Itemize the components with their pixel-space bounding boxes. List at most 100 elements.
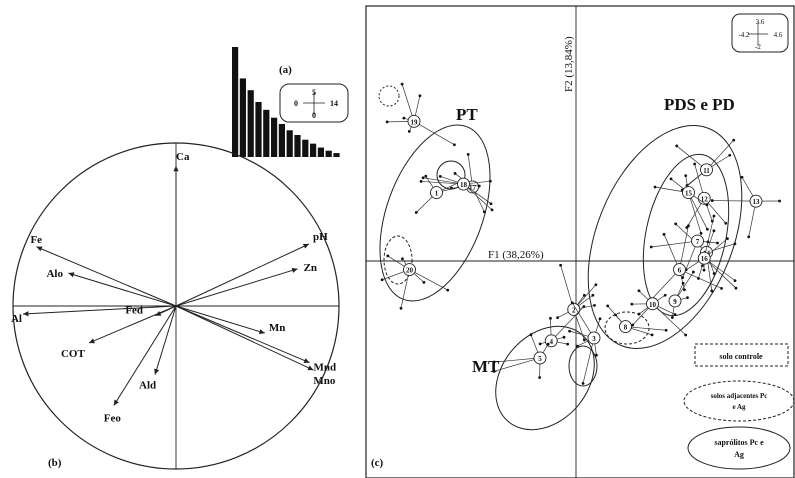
vector-label-ald: Ald	[139, 380, 156, 392]
spoke	[706, 139, 734, 171]
sample-16: 16	[684, 214, 738, 290]
eigen-bar-7	[278, 124, 285, 157]
replicate-point	[733, 279, 737, 283]
replicate-point	[591, 293, 595, 297]
replicate-point	[529, 333, 533, 337]
centroid-marker	[430, 186, 443, 200]
replicate-point	[683, 288, 686, 292]
arrowhead-cot	[88, 338, 95, 344]
eigen-bar-14	[333, 153, 340, 157]
group-label-pds-pd: PDS e PD	[664, 95, 735, 114]
spoke	[679, 225, 689, 270]
panel-b-label: (b)	[48, 457, 62, 469]
sample-8: 8	[606, 304, 668, 337]
replicate-point	[598, 317, 602, 321]
replicate-point	[710, 289, 714, 293]
replicate-point	[546, 342, 550, 346]
vector-label-al: Al	[11, 313, 22, 325]
replicate-point	[606, 304, 610, 308]
replicate-point	[712, 214, 716, 218]
spoke	[413, 121, 455, 146]
replicate-point	[710, 199, 714, 202]
replicate-point	[716, 241, 719, 245]
replicate-point	[650, 333, 654, 337]
sample-13: 13	[710, 175, 781, 239]
vector-label-mnd: Mnd	[314, 362, 337, 374]
replicate-point	[693, 162, 697, 166]
spoke	[649, 269, 680, 302]
eigen-bar-10	[302, 139, 309, 157]
arrowhead-mno	[307, 365, 314, 371]
ellipse-19	[378, 85, 400, 107]
replicate-point	[492, 360, 496, 364]
replicate-point	[740, 175, 744, 179]
spoke	[422, 177, 464, 185]
arrowhead-al	[22, 311, 29, 317]
sample-id-label: 20	[406, 267, 414, 275]
c-scale-left: -4.2	[738, 31, 750, 39]
sample-id-label: 9	[673, 298, 677, 306]
legend-control: solo controle	[719, 352, 763, 361]
sample-10: 10	[630, 289, 688, 337]
eigen-bar-2	[239, 78, 246, 157]
sample-id-label: 12	[701, 195, 709, 203]
spoke	[409, 269, 448, 291]
centroid-marker	[697, 251, 711, 265]
group-ellipses	[378, 85, 743, 431]
arrowhead-feo	[113, 399, 119, 406]
replicate-point	[699, 231, 703, 235]
spoke	[679, 269, 722, 289]
replicate-point	[593, 304, 596, 307]
f2-axis-label: F2 (13,84%)	[563, 36, 575, 92]
replicate-point	[401, 257, 404, 261]
sample-id-label: 7	[696, 238, 700, 246]
ellipse-pds-outer	[587, 125, 743, 349]
replicate-point	[702, 268, 706, 272]
legend-adjacent-1: solos adjacentes Pc	[711, 392, 768, 400]
sample-6: 6	[648, 224, 723, 303]
group-label-pt: PT	[456, 105, 478, 124]
arrowhead-ph	[302, 243, 309, 249]
replicate-point	[733, 242, 737, 246]
replicate-point	[385, 120, 389, 124]
centroid-marker	[673, 263, 686, 276]
replicate-point	[400, 82, 404, 86]
eigen-bar-3	[247, 90, 254, 157]
replicate-point	[453, 143, 456, 147]
centroid-marker	[457, 177, 470, 191]
sample-20: 20	[380, 254, 450, 310]
replicate-point	[734, 286, 738, 290]
replicate-point	[562, 335, 566, 339]
replicate-point	[649, 245, 653, 249]
replicate-point	[466, 153, 470, 156]
spoke	[401, 83, 415, 122]
replicate-point	[747, 235, 751, 239]
vector-label-feo: Feo	[104, 413, 122, 425]
spoke	[651, 240, 698, 248]
eigen-bar-4	[255, 102, 262, 157]
spoke	[688, 192, 708, 230]
vector-label-mno: Mno	[313, 375, 336, 387]
replicate-point	[582, 305, 586, 308]
spoke	[493, 357, 541, 372]
replicate-point	[669, 177, 673, 181]
legend: solo controle solos adjacentes Pc e Ag s…	[683, 343, 795, 470]
centroid-marker	[403, 263, 416, 276]
sample-id-label: 15	[685, 190, 693, 198]
replicate-point	[673, 313, 677, 316]
replicate-point	[594, 283, 598, 287]
replicate-point	[726, 237, 729, 241]
arrowhead-mn	[258, 329, 265, 335]
vector-mno	[175, 305, 314, 371]
replicate-point	[422, 280, 426, 284]
vector-label-mn: Mn	[269, 322, 286, 334]
replicate-point	[720, 286, 723, 290]
vector-fe	[36, 246, 177, 307]
eigen-bar-12	[317, 147, 324, 157]
replicate-point	[705, 227, 709, 231]
replicate-point	[712, 272, 716, 275]
legend-adjacent-2: e Ag	[732, 403, 746, 411]
sample-id-label: 1	[435, 190, 439, 198]
eigen-bar-9	[294, 135, 301, 157]
